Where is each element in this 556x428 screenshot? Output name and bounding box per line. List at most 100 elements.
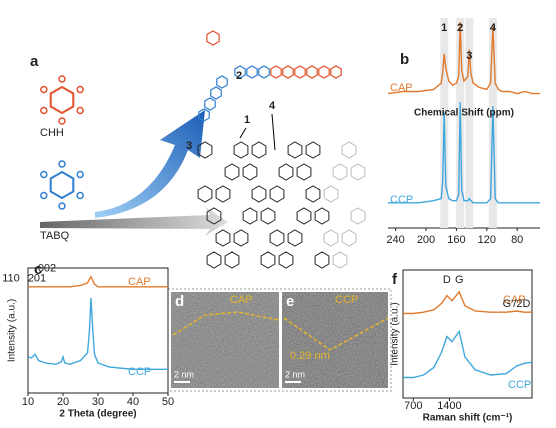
y-axis-label: Intensity (a.u.) (7, 299, 18, 362)
peak-label: 3 (466, 50, 472, 62)
ring (278, 163, 294, 181)
x-tick-label: 200 (417, 234, 435, 246)
ring (204, 97, 216, 111)
ring (282, 65, 294, 79)
ring (206, 251, 222, 269)
panel-label: d (175, 293, 184, 310)
tem-texture (171, 292, 279, 388)
ring (206, 30, 220, 46)
series-line (388, 101, 540, 204)
x-tick-label: 50 (162, 396, 174, 408)
ring (341, 141, 357, 159)
ring (210, 86, 222, 100)
atom (58, 202, 66, 210)
x-tick-label: 700 (404, 400, 422, 412)
ring (323, 229, 339, 247)
ring (269, 185, 285, 203)
molecule-label: TABQ (40, 230, 70, 242)
ring (258, 65, 270, 79)
ring (287, 141, 303, 159)
y-axis-label: Intensity (a.u.) (390, 302, 401, 365)
legend-label: CCP (390, 194, 413, 206)
ring (215, 185, 231, 203)
ring (198, 108, 210, 122)
series-line (28, 275, 168, 288)
legend-label: CAP (503, 294, 526, 306)
ring (242, 163, 258, 181)
site-label: 1 (244, 114, 250, 126)
ring (278, 251, 294, 269)
x-tick-label: 1400 (437, 400, 461, 412)
atom (58, 117, 66, 125)
ring (206, 207, 222, 225)
atom (58, 160, 66, 168)
scale-label: 2 nm (174, 369, 194, 379)
ring (332, 163, 348, 181)
panel-label: f (392, 271, 398, 288)
ring (341, 229, 357, 247)
legend-label: CAP (390, 82, 413, 94)
atom (40, 191, 48, 200)
peak-label: 201 (28, 273, 46, 285)
tem-image: e CCP 0.29 nm 2 nm (282, 292, 389, 388)
sample-label: CAP (230, 294, 253, 306)
ring (296, 207, 312, 225)
peak-label: D (443, 274, 451, 286)
x-tick-label: 160 (447, 234, 465, 246)
site-label: 2 (236, 70, 242, 82)
atom (76, 170, 84, 179)
ring (350, 163, 366, 181)
arrow (95, 110, 205, 218)
legend-label: CAP (128, 276, 151, 288)
series-line (387, 22, 540, 95)
frame (167, 288, 392, 392)
ring (350, 207, 366, 225)
ring (314, 207, 330, 225)
ring (294, 65, 306, 79)
x-tick-label: 120 (478, 234, 496, 246)
panel-label: a (30, 53, 39, 70)
ring (306, 65, 318, 79)
site-label: 3 (186, 140, 192, 152)
x-tick-label: 10 (22, 396, 34, 408)
legend-label: CCP (128, 366, 151, 378)
series-line (403, 329, 533, 379)
peak-label: G'/2D (503, 298, 531, 310)
ring (305, 141, 321, 159)
atom (76, 191, 84, 200)
ring (234, 65, 246, 79)
arrow (40, 207, 228, 236)
ring (314, 251, 330, 269)
x-tick-label: 30 (92, 396, 104, 408)
ring (246, 65, 258, 79)
atom (40, 85, 48, 94)
ring (332, 251, 348, 269)
site-label: 4 (269, 100, 276, 112)
ring (216, 75, 228, 89)
ring (251, 185, 267, 203)
ring (242, 207, 258, 225)
pointer (239, 127, 247, 139)
ring (260, 207, 276, 225)
ring (287, 229, 303, 247)
tem-texture (282, 292, 388, 388)
x-tick-label: 20 (57, 396, 69, 408)
ring (260, 251, 276, 269)
boundary (283, 317, 389, 351)
x-tick-label: 240 (386, 234, 404, 246)
peak-label: 002 (38, 263, 56, 275)
scale-label: 2 nm (285, 369, 305, 379)
ring (197, 185, 213, 203)
ring (233, 141, 249, 159)
ring (251, 141, 267, 159)
tem-image: d CAP 2 nm (171, 292, 280, 388)
ring (224, 163, 240, 181)
atom (40, 170, 48, 179)
ring (197, 141, 213, 159)
ring (296, 163, 312, 181)
peak-band (465, 18, 474, 228)
ring (305, 185, 321, 203)
peak-label: 1 (441, 22, 447, 34)
ring (49, 170, 75, 200)
panel-label: e (286, 293, 294, 310)
